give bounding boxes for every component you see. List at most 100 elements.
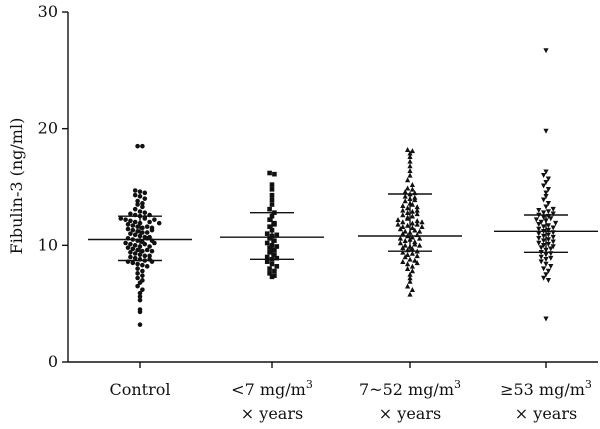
data-point bbox=[128, 218, 133, 224]
data-point bbox=[417, 228, 423, 234]
data-point bbox=[269, 182, 275, 187]
data-point bbox=[147, 253, 152, 259]
data-point bbox=[545, 241, 551, 247]
data-point bbox=[407, 163, 413, 169]
data-point bbox=[144, 230, 150, 235]
data-point bbox=[536, 236, 542, 242]
data-point bbox=[395, 216, 401, 222]
data-point bbox=[414, 253, 420, 259]
data-point bbox=[397, 240, 403, 246]
data-point bbox=[543, 261, 549, 267]
data-point bbox=[409, 201, 415, 207]
data-point bbox=[118, 216, 124, 221]
data-point bbox=[144, 224, 150, 229]
data-point bbox=[536, 222, 542, 228]
data-point bbox=[400, 230, 406, 236]
data-point bbox=[144, 247, 150, 253]
data-point bbox=[267, 245, 272, 250]
data-point bbox=[407, 275, 413, 281]
data-point bbox=[414, 211, 420, 217]
data-point bbox=[152, 217, 157, 222]
data-point bbox=[135, 143, 140, 149]
data-point bbox=[269, 274, 275, 280]
data-point bbox=[397, 226, 403, 232]
data-point bbox=[140, 143, 145, 149]
data-point bbox=[543, 180, 549, 186]
data-point bbox=[137, 297, 143, 303]
data-point bbox=[543, 48, 549, 54]
data-point bbox=[543, 169, 549, 175]
data-point bbox=[135, 229, 140, 234]
data-point bbox=[407, 150, 413, 156]
data-point bbox=[267, 224, 272, 229]
data-point bbox=[142, 216, 148, 221]
data-point bbox=[543, 194, 549, 200]
data-point bbox=[545, 201, 551, 207]
data-point bbox=[536, 208, 542, 214]
data-point bbox=[264, 259, 270, 264]
data-point bbox=[536, 231, 542, 237]
data-point bbox=[272, 247, 277, 253]
data-point bbox=[137, 290, 143, 296]
data-point bbox=[130, 260, 136, 266]
data-point bbox=[132, 232, 138, 238]
data-point bbox=[545, 209, 551, 215]
data-point bbox=[553, 220, 559, 226]
data-point bbox=[409, 268, 415, 274]
data-point bbox=[142, 253, 148, 259]
data-point bbox=[267, 236, 272, 241]
data-point bbox=[400, 202, 406, 208]
data-point bbox=[414, 218, 420, 224]
data-point bbox=[156, 220, 162, 226]
data-point bbox=[541, 173, 547, 179]
data-point bbox=[267, 206, 272, 212]
data-point bbox=[543, 252, 549, 258]
data-point bbox=[128, 241, 133, 247]
data-point bbox=[541, 197, 547, 203]
data-point bbox=[140, 262, 145, 268]
data-point bbox=[545, 187, 551, 193]
data-point bbox=[269, 187, 275, 192]
data-point bbox=[545, 278, 551, 284]
data-point bbox=[147, 244, 152, 249]
data-point bbox=[419, 219, 425, 225]
data-point bbox=[405, 265, 411, 271]
data-point bbox=[125, 222, 131, 227]
data-point bbox=[407, 256, 413, 262]
data-point bbox=[125, 245, 131, 250]
data-point bbox=[545, 237, 551, 243]
x-category-label: Control bbox=[109, 380, 170, 399]
data-point bbox=[409, 148, 415, 154]
data-point bbox=[412, 241, 418, 247]
data-point bbox=[409, 186, 415, 192]
data-point bbox=[140, 201, 145, 206]
group-3 bbox=[494, 48, 598, 322]
data-point bbox=[545, 232, 551, 238]
data-point bbox=[407, 167, 413, 173]
data-point bbox=[543, 257, 549, 263]
data-point bbox=[405, 205, 411, 211]
data-point bbox=[405, 251, 411, 257]
data-point bbox=[541, 238, 547, 244]
data-point bbox=[128, 250, 133, 255]
data-point bbox=[545, 227, 551, 233]
data-point bbox=[142, 210, 148, 215]
data-point bbox=[533, 217, 539, 223]
data-point bbox=[264, 254, 270, 260]
data-point bbox=[135, 261, 140, 267]
data-point bbox=[541, 183, 547, 189]
data-point bbox=[137, 309, 143, 315]
data-point bbox=[397, 235, 403, 241]
data-point bbox=[405, 146, 411, 152]
data-point bbox=[550, 206, 556, 212]
data-point bbox=[400, 219, 406, 225]
data-point bbox=[149, 248, 155, 254]
data-point bbox=[402, 193, 408, 199]
data-point bbox=[400, 249, 406, 255]
data-point bbox=[272, 222, 277, 227]
data-point bbox=[405, 283, 411, 289]
data-point bbox=[269, 202, 275, 207]
data-point bbox=[272, 268, 277, 274]
data-point bbox=[400, 244, 406, 250]
data-point bbox=[152, 240, 157, 246]
